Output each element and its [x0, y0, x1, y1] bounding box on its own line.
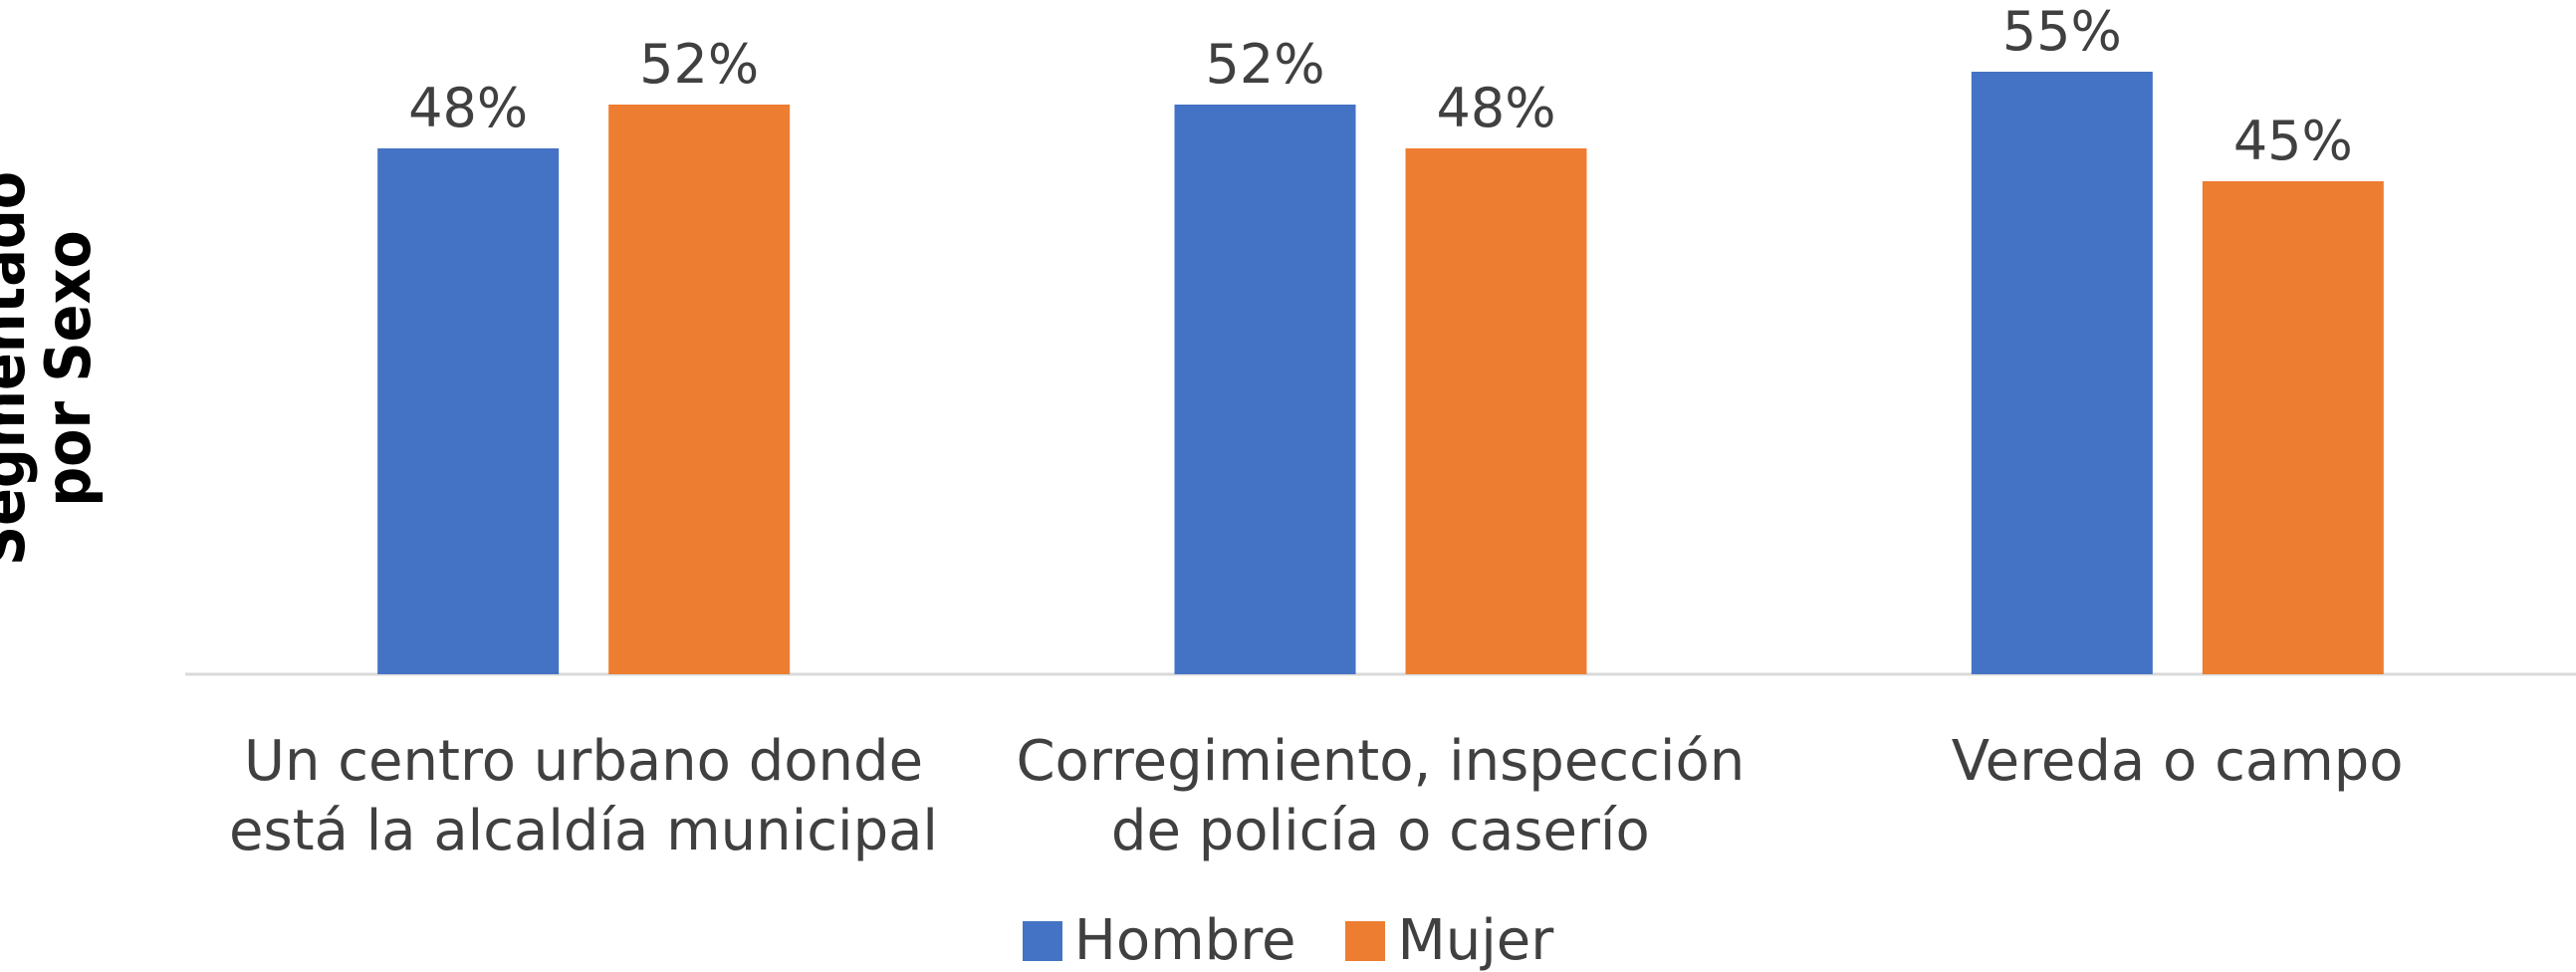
bar [1971, 72, 2153, 674]
x-tick-label: Vereda o campo [1951, 729, 2404, 794]
legend-swatch [1022, 921, 1062, 961]
legend-label: Hombre [1073, 908, 1296, 972]
bar [2202, 181, 2384, 674]
legend-swatch [1345, 921, 1386, 961]
bar [608, 105, 791, 674]
bar [1174, 105, 1356, 674]
data-label: 45% [2233, 110, 2353, 172]
legend-item: Hombre [1022, 908, 1296, 972]
data-label: 48% [408, 77, 528, 139]
bar [1405, 148, 1587, 674]
legend: Hombre Mujer [0, 911, 2576, 971]
data-label: 52% [639, 33, 759, 96]
data-label: 55% [2002, 0, 2122, 63]
data-label: 48% [1436, 77, 1555, 139]
legend-label: Mujer [1397, 908, 1554, 972]
x-tick-label: Un centro urbano donde está la alcaldía … [228, 729, 938, 863]
data-label: 52% [1205, 33, 1324, 96]
y-axis-label: Segmentado por Sexo [0, 170, 105, 567]
x-tick-label: Corregimiento, inspección de policía o c… [1016, 729, 1746, 863]
bar [377, 148, 560, 674]
legend-item: Mujer [1345, 911, 1553, 971]
